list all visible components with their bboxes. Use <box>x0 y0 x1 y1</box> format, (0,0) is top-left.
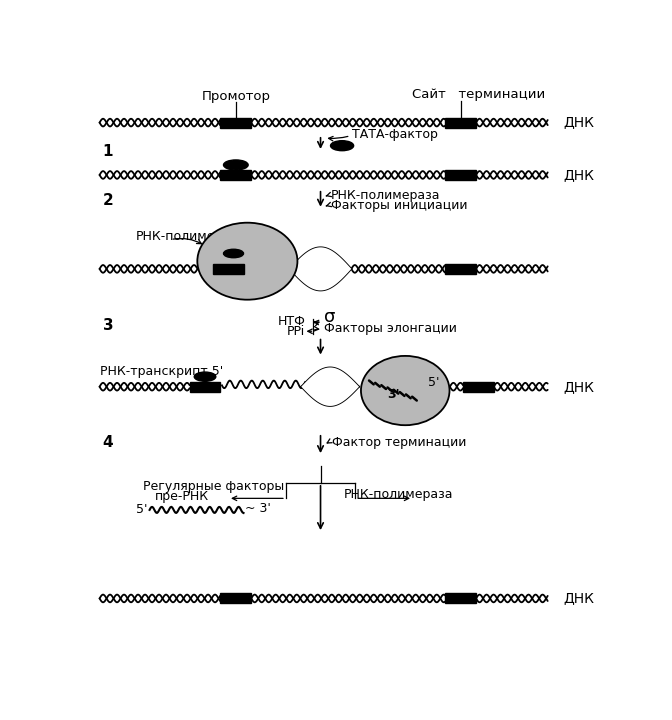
Bar <box>190 382 220 392</box>
Ellipse shape <box>361 356 450 426</box>
Text: РНК-транскрипт 5': РНК-транскрипт 5' <box>99 365 223 378</box>
Text: ДНК: ДНК <box>563 379 594 394</box>
Ellipse shape <box>224 160 248 170</box>
Bar <box>446 264 476 274</box>
Text: Сайт   терминации: Сайт терминации <box>412 88 545 101</box>
Bar <box>446 170 476 180</box>
Bar <box>213 264 243 274</box>
Text: ~ 3': ~ 3' <box>245 502 271 515</box>
Text: 2: 2 <box>103 193 114 208</box>
Text: Регулярные факторы: Регулярные факторы <box>143 480 285 493</box>
Text: ТАТА-фактор: ТАТА-фактор <box>352 128 438 141</box>
Text: 1: 1 <box>103 144 113 159</box>
Bar <box>220 117 251 127</box>
Ellipse shape <box>198 222 298 300</box>
Ellipse shape <box>331 140 353 150</box>
Text: РНК-полимераза: РНК-полимераза <box>343 488 453 501</box>
Text: 5': 5' <box>428 377 439 390</box>
Text: 3': 3' <box>387 388 400 401</box>
Text: 3: 3 <box>103 318 114 333</box>
Text: пре-РНК: пре-РНК <box>155 490 209 503</box>
Text: РНК-полимераза: РНК-полимераза <box>331 189 440 202</box>
Ellipse shape <box>224 249 243 258</box>
Text: ДНК: ДНК <box>563 591 594 606</box>
Text: НТФ: НТФ <box>278 315 305 328</box>
Text: Факторы инициации: Факторы инициации <box>331 199 467 212</box>
Text: Фактор терминации: Фактор терминации <box>332 436 466 449</box>
Bar <box>463 382 494 392</box>
Bar <box>220 170 251 180</box>
Ellipse shape <box>194 372 216 382</box>
Polygon shape <box>301 367 359 406</box>
Text: ДНК: ДНК <box>563 116 594 130</box>
Text: σ: σ <box>325 308 336 326</box>
Text: Промотор: Промотор <box>202 90 270 103</box>
Text: РНК-полимераза: РНК-полимераза <box>136 230 245 243</box>
Text: 5': 5' <box>136 503 147 516</box>
Bar <box>220 593 251 603</box>
Bar <box>446 593 476 603</box>
Bar <box>446 117 476 127</box>
Text: ДНК: ДНК <box>563 168 594 182</box>
Text: Факторы элонгации: Факторы элонгации <box>325 323 457 336</box>
Text: 4: 4 <box>103 435 114 449</box>
Text: PPi: PPi <box>287 325 305 338</box>
Polygon shape <box>290 248 351 290</box>
